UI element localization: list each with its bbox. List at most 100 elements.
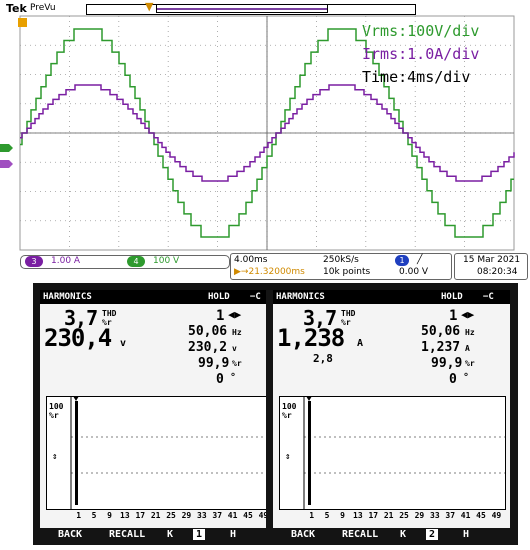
waveform-area <box>0 15 515 251</box>
time-scale-prefix: T <box>362 68 372 86</box>
fundamental-unit: A <box>465 344 470 353</box>
ground-marker-ch4[interactable] <box>0 144 13 152</box>
x-axis-labels: 1 5 9 13 17 21 25 29 33 37 41 45 49 <box>304 511 504 520</box>
recall-button[interactable]: RECALL <box>342 529 379 540</box>
trigger-level-marker[interactable] <box>18 18 27 27</box>
trigger-delay: ▶→21.32000ms <box>234 267 305 277</box>
prev-page-button[interactable]: K <box>400 529 407 540</box>
harmonic-number: 1 <box>449 308 458 324</box>
thd-unit: %r <box>341 318 351 327</box>
thd-label: THD <box>102 309 117 318</box>
trigger-source-badge[interactable]: 1 <box>395 255 409 266</box>
recall-button[interactable]: RECALL <box>109 529 146 540</box>
x-label: 45 <box>243 511 253 520</box>
fundamental-unit: v <box>232 344 237 353</box>
fundamental-value: 230,2 <box>188 340 228 355</box>
secondary-value: 2,8 <box>313 352 333 365</box>
scale-adjust-icon[interactable]: ⇕ <box>285 452 291 462</box>
x-label: 9 <box>340 511 345 520</box>
record-view-window[interactable] <box>156 4 328 13</box>
acquisition-mode: PreVu <box>30 3 56 13</box>
x-label: 29 <box>181 511 192 520</box>
trigger-level: 0.00 V <box>399 267 429 277</box>
frequency-value: 50,06 <box>421 324 461 339</box>
x-label: 17 <box>135 511 146 520</box>
frequency-unit: Hz <box>465 328 475 337</box>
percent-value: 99,9 <box>198 356 230 371</box>
y-axis-unit: %r <box>282 411 292 420</box>
harmonic-spectrum-graph: 100 %r ⇕ <box>46 396 273 510</box>
percent-unit: %r <box>232 359 242 368</box>
phase-value: 0 <box>216 372 224 387</box>
time-readout: 08:20:34 <box>477 267 518 277</box>
meter-title: HARMONICS <box>276 292 325 302</box>
percent-value: 99,9 <box>431 356 463 371</box>
x-label: 37 <box>445 511 456 520</box>
x-label: 33 <box>197 511 207 520</box>
ground-marker-ch3[interactable] <box>0 160 13 168</box>
hold-indicator: HOLD <box>441 292 463 302</box>
oscilloscope-display: Tek PreVu ▼ Vrms:100V/div Irms:1.0A/div … <box>0 0 530 282</box>
current-waveform <box>20 84 515 182</box>
cursor-marker-icon[interactable] <box>73 396 79 401</box>
scale-adjust-icon[interactable]: ⇕ <box>52 452 58 462</box>
meter-screen: HARMONICS HOLD −C 3,7 THD %r 230,4 v 1 ◀… <box>40 290 277 528</box>
spectrum-svg <box>70 396 272 509</box>
percent-unit: %r <box>465 359 475 368</box>
voltage-scale-label: Vrms:100V/div <box>362 22 480 40</box>
trigger-position-icon[interactable]: ▼ <box>145 0 154 13</box>
voltage-waveform <box>20 28 514 238</box>
next-page-button[interactable]: H <box>463 529 470 540</box>
brand-logo: Tek <box>6 2 27 15</box>
cursor-marker-icon[interactable] <box>306 396 312 401</box>
harmonic-select-icon[interactable]: ◀▶ <box>461 308 475 321</box>
x-label: 41 <box>227 511 238 520</box>
x-label: 21 <box>150 511 161 520</box>
x-label: 49 <box>491 511 502 520</box>
thd-value: 3,7 <box>64 306 98 330</box>
spectrum-svg <box>303 396 505 509</box>
rms-value: 1,238 <box>277 324 345 352</box>
rms-unit: A <box>357 338 364 349</box>
x-label: 25 <box>399 511 409 520</box>
timebase-box[interactable]: 4.00ms 250kS/s ▶→21.32000ms 10k points 1… <box>230 253 452 280</box>
next-page-button[interactable]: H <box>230 529 237 540</box>
page-indicator[interactable]: 2 <box>426 529 439 540</box>
rms-value: 230,4 <box>44 324 112 352</box>
page-indicator[interactable]: 1 <box>193 529 206 540</box>
softkey-bar: BACK RECALL K 2 H <box>266 525 518 545</box>
channel-readout-box[interactable]: 3 1.00 A 4 100 V <box>20 255 230 269</box>
current-scale-label: Irms:1.0A/div <box>362 45 480 63</box>
phase-unit: ° <box>463 372 470 383</box>
x-label: 1 <box>309 511 315 520</box>
x-label: 33 <box>430 511 440 520</box>
x-label: 41 <box>460 511 471 520</box>
thd-unit: %r <box>102 318 112 327</box>
datetime-box: 15 Mar 2021 08:20:34 <box>454 253 528 280</box>
harmonics-meter-current: HARMONICS HOLD −C 3,7 THD %r 1,238 A 2,8… <box>266 283 518 545</box>
x-label: 25 <box>166 511 176 520</box>
frequency-unit: Hz <box>232 328 242 337</box>
ch4-badge[interactable]: 4 <box>127 256 145 267</box>
x-axis-labels: 1 5 9 13 17 21 25 29 33 37 41 45 49 <box>71 511 271 520</box>
prev-page-button[interactable]: K <box>167 529 174 540</box>
back-button[interactable]: BACK <box>58 529 83 540</box>
harmonics-meter-voltage: HARMONICS HOLD −C 3,7 THD %r 230,4 v 1 ◀… <box>33 283 285 545</box>
y-axis-max: 100 <box>282 402 297 411</box>
meter-header: HARMONICS HOLD −C <box>40 290 277 304</box>
y-axis-max: 100 <box>49 402 64 411</box>
x-label: 9 <box>107 511 112 520</box>
x-label: 21 <box>383 511 394 520</box>
record-length: 10k points <box>323 267 371 277</box>
back-button[interactable]: BACK <box>291 529 316 540</box>
ch4-scale: 100 V <box>153 256 180 266</box>
harmonic-select-icon[interactable]: ◀▶ <box>228 308 242 321</box>
x-label: 13 <box>120 511 130 520</box>
ch3-badge[interactable]: 3 <box>25 256 43 267</box>
ch3-scale: 1.00 A <box>51 256 81 266</box>
x-label: 29 <box>414 511 425 520</box>
rms-unit: v <box>120 338 127 349</box>
sample-rate: 250kS/s <box>323 255 359 265</box>
x-label: 13 <box>353 511 363 520</box>
phase-unit: ° <box>230 372 237 383</box>
